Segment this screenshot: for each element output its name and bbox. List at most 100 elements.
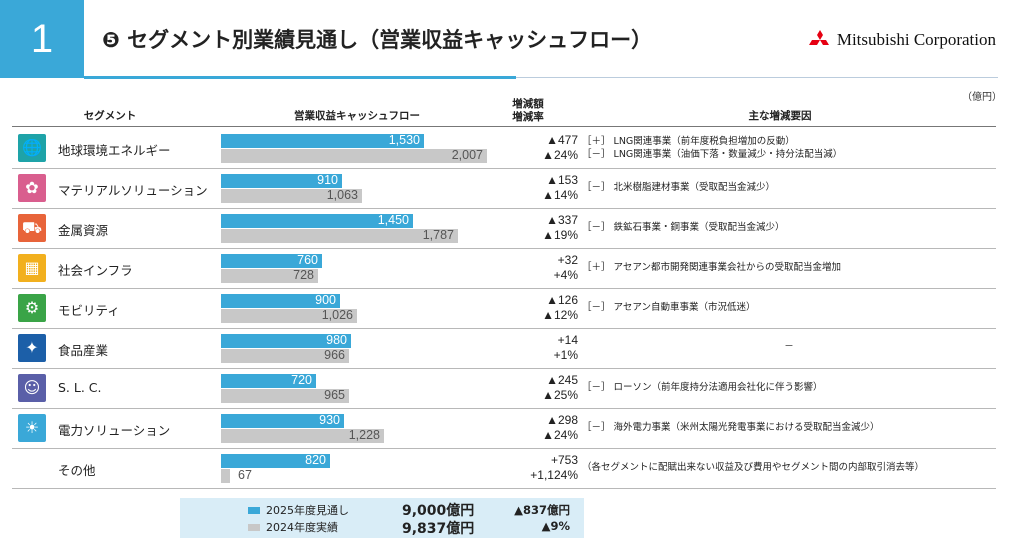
total-2025: 9,000億円 bbox=[402, 503, 475, 519]
bar-2024 bbox=[221, 389, 349, 403]
bar-2024 bbox=[221, 149, 487, 163]
bar-2024 bbox=[221, 469, 230, 483]
bar-2024 bbox=[221, 229, 458, 243]
delta-amount: ▲126 bbox=[546, 293, 578, 307]
segment-name: 電力ソリューション bbox=[58, 423, 171, 438]
bar-2025-label: 720 bbox=[291, 373, 312, 387]
factor-line: ［－］ 鉄鉱石事業・銅事業（受取配当金減少） bbox=[582, 222, 785, 233]
delta-rate: ▲24% bbox=[542, 428, 578, 442]
bar-2024 bbox=[221, 429, 384, 443]
header-change: 増減額 増減率 bbox=[512, 98, 544, 123]
segment-name: マテリアルソリューション bbox=[58, 183, 208, 198]
delta-cell: ▲153 ▲14% bbox=[492, 173, 578, 203]
delta-rate: +1% bbox=[553, 348, 578, 362]
bar-2025-label: 760 bbox=[297, 253, 318, 267]
bar-2024-label: 1,228 bbox=[348, 428, 380, 442]
bar-2025 bbox=[221, 414, 344, 428]
bar-2025 bbox=[221, 374, 316, 388]
bar-2024-label: 1,787 bbox=[422, 228, 454, 242]
legend-2024-swatch bbox=[248, 524, 260, 531]
factors-cell: ［＋］ LNG関連事業（前年度税負担増加の反動） ［－］ LNG関連事業（油価下落… bbox=[582, 135, 842, 161]
bar-2024-label: 728 bbox=[293, 268, 314, 282]
factor-line: ［－］ アセアン自動車事業（市況低迷） bbox=[582, 302, 756, 313]
header-factors: 主な増減要因 bbox=[748, 110, 812, 122]
infrastructure-icon: ▦ bbox=[18, 254, 46, 282]
delta-cell: ▲337 ▲19% bbox=[492, 213, 578, 243]
bar-2024-label: 67 bbox=[238, 468, 252, 482]
bar-2025 bbox=[221, 214, 413, 228]
logo-text: Mitsubishi Corporation bbox=[836, 30, 996, 49]
bar-2025-label: 1,530 bbox=[388, 133, 420, 147]
table-row: ✿ マテリアルソリューション 910 1,063 ▲153 ▲14% ［－］ 北米樹脂建材事… bbox=[12, 168, 996, 209]
segment-name: 食品産業 bbox=[58, 343, 109, 358]
bar-2024-label: 965 bbox=[324, 388, 345, 402]
title-bar: ❺ セグメント別業績見通し（営業収益キャッシュフロー） bbox=[84, 0, 1024, 78]
delta-rate: ▲14% bbox=[542, 188, 578, 202]
header-rule bbox=[12, 126, 996, 127]
delta-rate: ▲12% bbox=[542, 308, 578, 322]
factors-cell: － bbox=[582, 340, 996, 353]
bar-2025 bbox=[221, 334, 351, 348]
delta-amount: ▲298 bbox=[546, 413, 578, 427]
segment-name: モビリティ bbox=[58, 303, 120, 318]
delta-amount: +14 bbox=[557, 333, 578, 347]
table-row: ☺ S. L. C. 720 965 ▲245 ▲25% ［－］ ローソン（前年度持分法適用… bbox=[12, 368, 996, 409]
delta-cell: ▲126 ▲12% bbox=[492, 293, 578, 323]
table-row: 🌐 地球環境エネルギー 1,530 2,007 ▲477 ▲24% ［＋］ LNG関連事業（… bbox=[12, 128, 996, 169]
delta-rate: +4% bbox=[553, 268, 578, 282]
segment-name: 地球環境エネルギー bbox=[58, 143, 171, 158]
delta-rate: +1,124% bbox=[530, 468, 578, 482]
delta-cell: ▲298 ▲24% bbox=[492, 413, 578, 443]
delta-cell: +753 +1,124% bbox=[492, 453, 578, 483]
bar-2025-label: 910 bbox=[317, 173, 338, 187]
globe-icon: 🌐 bbox=[18, 134, 46, 162]
table-row: ✦ 食品産業 980 966 +14 +1% － bbox=[12, 328, 996, 369]
title-divider bbox=[516, 77, 998, 78]
bar-2024 bbox=[221, 349, 349, 363]
delta-rate: ▲24% bbox=[542, 148, 578, 162]
factor-line: ［－］ 海外電力事業（米州太陽光発電事業における受取配当金減少） bbox=[582, 422, 880, 433]
bar-2025-label: 930 bbox=[319, 413, 340, 427]
segment-name: S. L. C. bbox=[58, 380, 102, 395]
bar-2025 bbox=[221, 294, 340, 308]
unit-label: （億円） bbox=[962, 92, 1002, 103]
food-icon: ✦ bbox=[18, 334, 46, 362]
total-delta-amount: ▲837億円 bbox=[514, 503, 570, 517]
header-segment: セグメント bbox=[83, 110, 137, 122]
bar-2024 bbox=[221, 309, 357, 323]
factors-cell: ［＋］ アセアン都市開発関連事業会社からの受取配当金増加 bbox=[582, 261, 841, 274]
bar-2024-label: 966 bbox=[324, 348, 345, 362]
company-logo: Mitsubishi Corporation bbox=[808, 30, 996, 50]
bar-2025 bbox=[221, 454, 330, 468]
delta-rate: ▲25% bbox=[542, 388, 578, 402]
bar-2025-label: 820 bbox=[305, 453, 326, 467]
factor-line: ［－］ LNG関連事業（油価下落・数量減少・持分法配当減） bbox=[582, 149, 843, 160]
factor-line: － bbox=[784, 341, 794, 352]
materials-icon: ✿ bbox=[18, 174, 46, 202]
slide-number: 1 bbox=[0, 0, 84, 78]
bar-2025-label: 1,450 bbox=[377, 213, 409, 227]
bar-2024 bbox=[221, 189, 362, 203]
bar-2024 bbox=[221, 269, 318, 283]
car-icon: ⚙ bbox=[18, 294, 46, 322]
delta-amount: ▲153 bbox=[546, 173, 578, 187]
summary-box: 2025年度見通し 2024年度実績 9,000億円 9,837億円 ▲837億… bbox=[180, 498, 584, 538]
header-cashflow: 営業収益キャッシュフロー bbox=[294, 110, 420, 122]
delta-rate: ▲19% bbox=[542, 228, 578, 242]
factors-cell: ［－］ 海外電力事業（米州太陽光発電事業における受取配当金減少） bbox=[582, 421, 880, 434]
bar-2025 bbox=[221, 254, 322, 268]
segment-name: 金属資源 bbox=[58, 223, 109, 238]
bar-2025-label: 980 bbox=[326, 333, 347, 347]
factor-line: ［－］ 北米樹脂建材事業（受取配当金減少） bbox=[582, 182, 776, 193]
total-delta-rate: ▲9% bbox=[541, 519, 570, 533]
delta-amount: ▲337 bbox=[546, 213, 578, 227]
delta-amount: ▲477 bbox=[546, 133, 578, 147]
table-row: ▦ 社会インフラ 760 728 +32 +4% ［＋］ アセアン都市開発関連事業会社からの… bbox=[12, 248, 996, 289]
bar-2024-label: 2,007 bbox=[451, 148, 483, 162]
bar-2025 bbox=[221, 134, 424, 148]
table-row: ☀ 電力ソリューション 930 1,228 ▲298 ▲24% ［－］ 海外電力事業（米州太… bbox=[12, 408, 996, 449]
factors-cell: ［－］ ローソン（前年度持分法適用会社化に伴う影響） bbox=[582, 381, 823, 394]
factor-line: ［＋］ アセアン都市開発関連事業会社からの受取配当金増加 bbox=[582, 262, 841, 273]
factors-cell: （各セグメントに配賦出来ない収益及び費用やセグメント間の内部取引消去等） bbox=[582, 461, 924, 474]
delta-cell: +32 +4% bbox=[492, 253, 578, 283]
